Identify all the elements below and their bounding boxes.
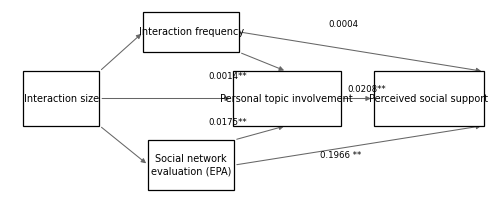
Bar bbox=[144, 12, 239, 52]
Text: Personal topic involvement: Personal topic involvement bbox=[220, 94, 353, 103]
Text: 0.1966 **: 0.1966 ** bbox=[320, 151, 362, 160]
Text: Interaction frequency: Interaction frequency bbox=[138, 27, 244, 37]
Text: Social network
evaluation (EPA): Social network evaluation (EPA) bbox=[151, 154, 232, 176]
Text: 0.0175**: 0.0175** bbox=[208, 118, 248, 127]
Text: 0.0208**: 0.0208** bbox=[348, 85, 386, 94]
Text: 0.0004: 0.0004 bbox=[328, 20, 358, 29]
Text: 0.0014**: 0.0014** bbox=[208, 72, 248, 81]
Bar bbox=[233, 72, 340, 125]
Text: Interaction size: Interaction size bbox=[24, 94, 99, 103]
Text: Perceived social support: Perceived social support bbox=[370, 94, 488, 103]
Bar bbox=[374, 72, 484, 125]
Bar bbox=[148, 140, 234, 190]
Bar bbox=[24, 72, 100, 125]
